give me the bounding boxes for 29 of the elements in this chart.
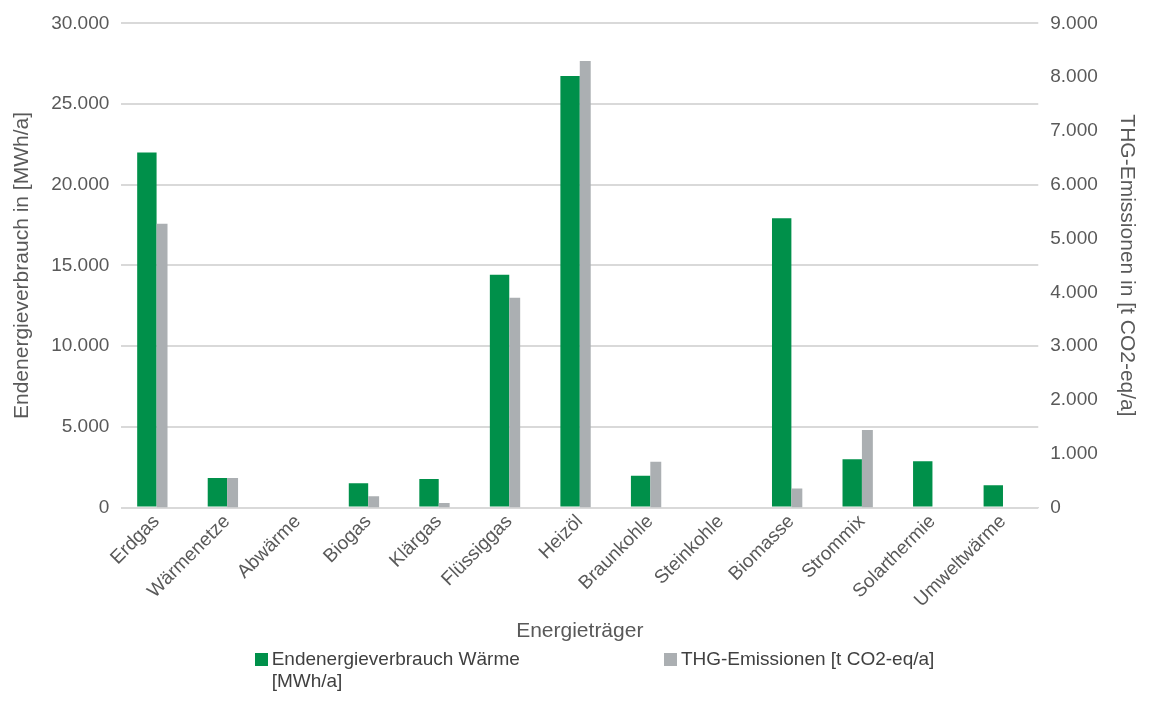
y-tick-label: 5.000: [61, 415, 110, 437]
bar: [791, 488, 803, 508]
bar: [368, 496, 380, 508]
y2-tick-label: 3.000: [1050, 334, 1098, 356]
y2-tick-label: 4.000: [1050, 280, 1098, 302]
y-tick-label: 25.000: [51, 92, 110, 114]
y2-axis-title: THG-Emissionen in [t CO2-eq/a]: [1116, 114, 1140, 417]
y2-tick-label: 0: [1050, 495, 1061, 517]
y-tick-label: 15.000: [51, 253, 110, 275]
y2-tick-label: 9.000: [1050, 11, 1098, 33]
y-tick-label: 20.000: [51, 173, 110, 195]
y2-tick-label: 5.000: [1050, 226, 1098, 248]
x-axis-title: Energieträger: [516, 618, 644, 642]
y2-tick-label: 6.000: [1050, 173, 1098, 195]
y-tick-label: 0: [98, 495, 110, 517]
legend-label: THG-Emissionen [t CO2-eq/a]: [680, 648, 935, 670]
y2-tick-label: 8.000: [1050, 65, 1098, 87]
bar: [983, 485, 1003, 507]
y-axis-title: Endenergieverbrauch in [MWh/a]: [9, 111, 33, 419]
y2-tick-label: 2.000: [1050, 388, 1098, 410]
y-tick-label: 10.000: [51, 334, 110, 356]
bar: [771, 218, 792, 507]
bar: [348, 483, 369, 507]
bar: [419, 479, 439, 507]
y2-tick-label: 7.000: [1050, 119, 1098, 141]
legend-label: Endenergieverbrauch Wärme [MWh/a]: [271, 648, 521, 692]
y-tick-label: 30.000: [51, 11, 110, 33]
y2-tick-label: 1.000: [1050, 442, 1098, 464]
bar: [913, 461, 933, 507]
